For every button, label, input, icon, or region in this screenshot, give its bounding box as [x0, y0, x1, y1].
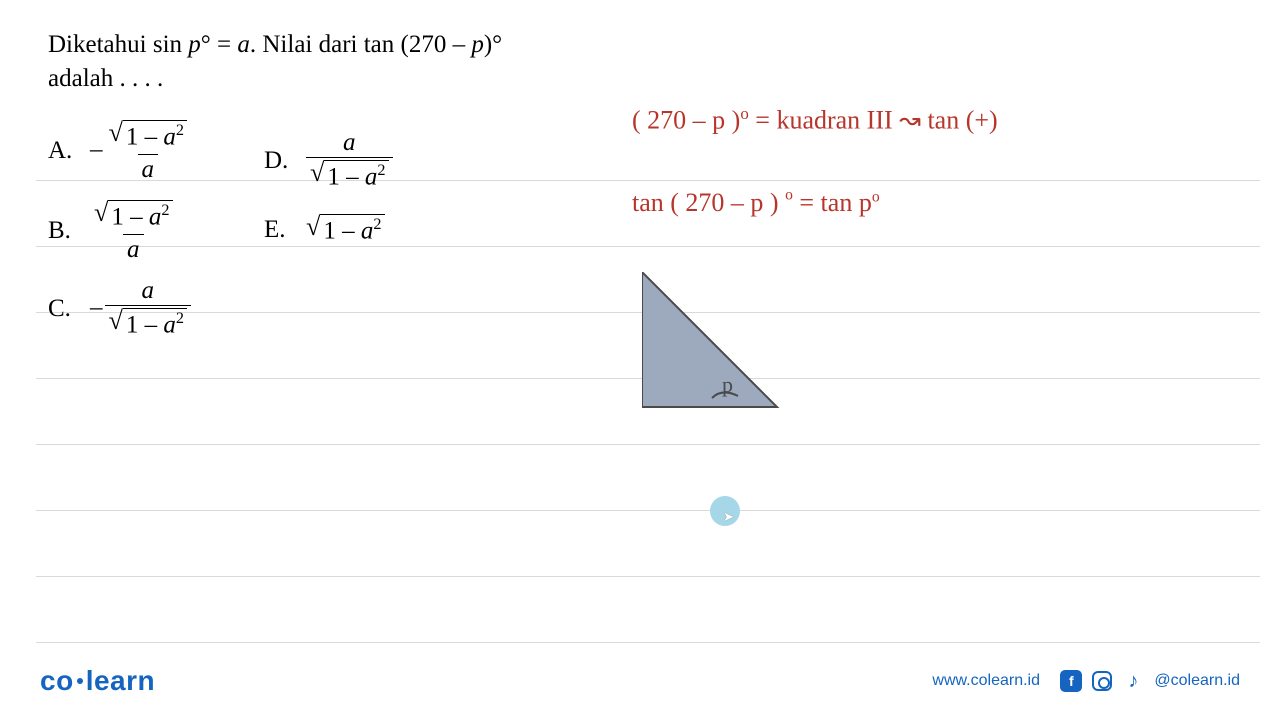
instagram-icon	[1092, 671, 1112, 691]
handwriting-line-2: tan ( 270 – p ) o = tan po	[632, 188, 880, 218]
question-line-2: adalah . . . .	[48, 62, 528, 96]
facebook-icon: f	[1060, 670, 1082, 692]
question-text: Diketahui sin p° = a. Nilai dari tan (27…	[48, 28, 528, 96]
option-d[interactable]: D.a√1 – a2	[264, 130, 393, 192]
brand-logo: colearn	[40, 665, 155, 697]
social-icons: f ♪ @colearn.id	[1060, 670, 1240, 692]
handwriting-line-1: ( 270 – p )o = kuadran III ↝ tan (+)	[632, 104, 998, 136]
option-b[interactable]: B.√1 – a2a	[48, 200, 177, 262]
footer: colearn www.colearn.id f ♪ @colearn.id	[0, 664, 1280, 698]
footer-url: www.colearn.id	[932, 672, 1040, 690]
option-c[interactable]: C.–a√1 – a2	[48, 278, 191, 340]
question-line-1: Diketahui sin p° = a. Nilai dari tan (27…	[48, 28, 528, 62]
option-a[interactable]: A.–√1 – a2a	[48, 120, 191, 182]
angle-label: p	[722, 372, 733, 398]
tiktok-icon: ♪	[1122, 670, 1144, 692]
option-e[interactable]: E.√1 – a2	[264, 214, 385, 246]
cursor-arrow-icon: ➤	[723, 509, 734, 525]
social-handle: @colearn.id	[1154, 672, 1240, 690]
